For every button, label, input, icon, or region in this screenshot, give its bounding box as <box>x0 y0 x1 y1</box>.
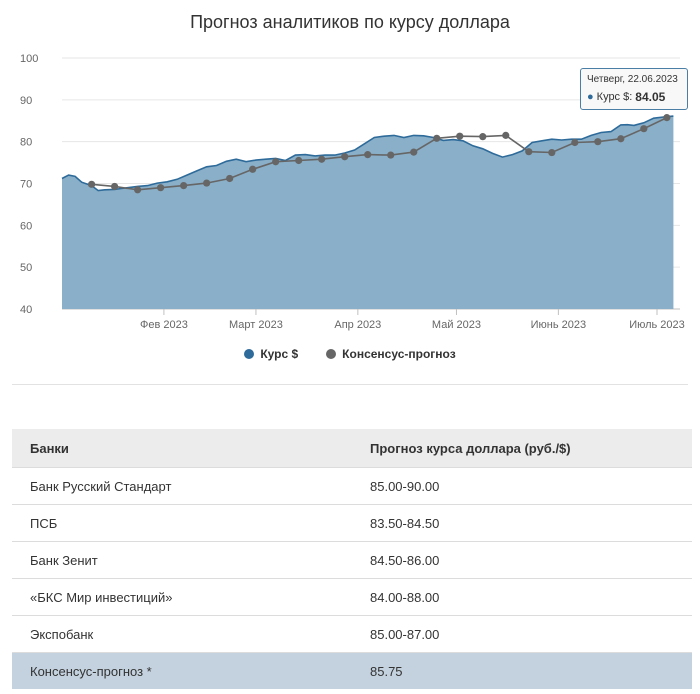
consensus-point <box>456 132 464 140</box>
consensus-point <box>617 135 625 143</box>
table-row: Консенсус-прогноз * 85.75 <box>12 652 692 689</box>
bank-name-cell: Экспобанк <box>12 615 352 653</box>
consensus-point <box>502 131 510 139</box>
table-row: ПСБ 83.50-84.50 <box>12 504 692 542</box>
consensus-point <box>410 148 418 156</box>
y-tick-label: 100 <box>20 53 38 65</box>
tooltip-date: Четверг, 22.06.2023 <box>587 74 678 85</box>
x-tick-label: Фев 2023 <box>140 319 188 331</box>
legend-item-rate[interactable]: Курс $ <box>244 347 298 361</box>
consensus-point <box>180 181 188 190</box>
legend-marker-icon <box>244 349 255 359</box>
x-tick-label: Апр 2023 <box>334 319 381 331</box>
column-header-banks: Банки <box>12 429 352 468</box>
consensus-point <box>548 148 556 157</box>
consensus-point <box>387 151 395 159</box>
legend-label: Консенсус-прогноз <box>342 347 456 361</box>
consensus-point <box>525 148 533 156</box>
tooltip-series-marker-icon: ● <box>587 91 594 103</box>
table-row: Банк Зенит 84.50-86.00 <box>12 541 692 579</box>
consensus-point <box>479 133 487 141</box>
series-area-rate <box>62 116 674 309</box>
bank-name-cell: Консенсус-прогноз * <box>12 652 352 689</box>
table-row: Экспобанк 85.00-87.00 <box>12 615 692 653</box>
y-tick-label: 50 <box>20 262 32 274</box>
forecast-cell: 85.00-90.00 <box>352 467 692 505</box>
section-divider <box>12 384 688 385</box>
x-tick-label: Май 2023 <box>432 319 481 331</box>
consensus-point <box>433 134 441 142</box>
y-tick-label: 70 <box>20 179 32 191</box>
consensus-point <box>341 153 349 161</box>
consensus-point <box>364 151 372 159</box>
legend-label: Курс $ <box>260 347 299 361</box>
bank-name-cell: Банк Зенит <box>12 541 352 579</box>
y-tick-label: 40 <box>20 304 32 316</box>
forecast-cell: 85.75 <box>352 652 692 689</box>
table-body: Банк Русский Стандарт 85.00-90.00 ПСБ 83.50… <box>12 467 692 689</box>
chart-legend: Курс $ Консенсус-прогноз <box>0 347 700 361</box>
bank-name-cell: «БКС Мир инвестиций» <box>12 578 352 616</box>
consensus-point <box>157 184 165 192</box>
forecast-cell: 85.00-87.00 <box>352 615 692 653</box>
bank-name-cell: Банк Русский Стандарт <box>12 467 352 505</box>
tooltip-series-label: Курс $: <box>596 91 633 103</box>
consensus-point <box>571 138 579 147</box>
chart-tooltip: Четверг, 22.06.2023 ● Курс $: 84.05 <box>580 68 688 110</box>
consensus-point <box>272 158 280 166</box>
table-row: Банк Русский Стандарт 85.00-90.00 <box>12 467 692 505</box>
x-tick-label: Июль 2023 <box>629 319 685 331</box>
y-tick-label: 90 <box>20 95 32 107</box>
forecast-table: Банки Прогноз курса доллара (руб./$) Бан… <box>12 429 692 689</box>
consensus-point <box>134 186 142 194</box>
y-tick-label: 80 <box>20 137 32 149</box>
consensus-point <box>594 138 602 146</box>
consensus-point <box>295 156 303 165</box>
consensus-point <box>203 179 211 187</box>
consensus-point <box>663 114 671 122</box>
chart-area: 40 50 60 70 80 90 100 Фев 2023 Март 2023 Апр 2023… <box>20 53 685 331</box>
series-line-consensus <box>91 116 668 191</box>
x-tick-label: Июнь 2023 <box>531 319 587 331</box>
consensus-point <box>110 182 119 191</box>
legend-marker-icon <box>326 349 337 359</box>
chart-title: Прогноз аналитиков по курсу доллара <box>190 12 510 32</box>
forecast-cell: 84.50-86.00 <box>352 541 692 579</box>
forecast-cell: 84.00-88.00 <box>352 578 692 616</box>
bank-name-cell: ПСБ <box>12 504 352 542</box>
consensus-point <box>226 174 234 183</box>
table-row: «БКС Мир инвестиций» 84.00-88.00 <box>12 578 692 616</box>
table-header-row: Банки Прогноз курса доллара (руб./$) <box>12 429 692 468</box>
x-tick-label: Март 2023 <box>229 319 283 331</box>
legend-item-consensus[interactable]: Консенсус-прогноз <box>326 347 456 361</box>
consensus-point <box>87 180 96 188</box>
consensus-point <box>640 125 648 133</box>
y-tick-label: 60 <box>20 220 32 232</box>
tooltip-value: 84.05 <box>635 90 666 104</box>
column-header-forecast: Прогноз курса доллара (руб./$) <box>352 429 692 468</box>
consensus-point <box>249 165 257 173</box>
consensus-point <box>318 155 326 163</box>
series-line-rate <box>61 115 674 192</box>
forecast-cell: 83.50-84.50 <box>352 504 692 542</box>
